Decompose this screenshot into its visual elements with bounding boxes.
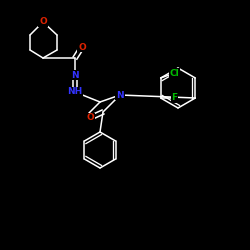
- Text: F: F: [172, 94, 178, 102]
- Text: N: N: [116, 90, 124, 100]
- Text: O: O: [86, 114, 94, 122]
- Text: NH: NH: [68, 88, 82, 96]
- Text: Cl: Cl: [170, 68, 179, 78]
- Text: O: O: [78, 42, 86, 51]
- Text: O: O: [39, 18, 47, 26]
- Text: N: N: [71, 70, 79, 80]
